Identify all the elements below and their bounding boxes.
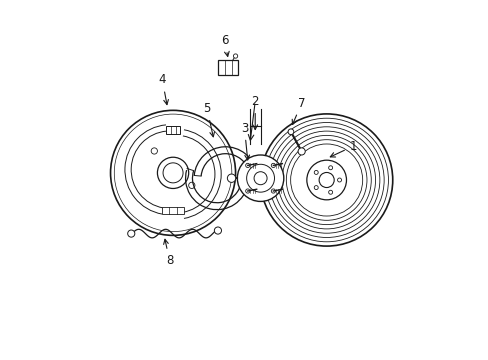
Text: 7: 7 <box>292 97 305 125</box>
Circle shape <box>127 230 135 237</box>
Circle shape <box>214 227 221 234</box>
Text: 1: 1 <box>329 140 356 157</box>
Text: 4: 4 <box>158 73 168 105</box>
Bar <box>165 126 180 134</box>
Text: 6: 6 <box>221 34 229 57</box>
Bar <box>218 60 238 75</box>
Circle shape <box>260 114 392 246</box>
Circle shape <box>157 157 188 189</box>
Circle shape <box>110 111 235 235</box>
Circle shape <box>227 174 235 183</box>
Circle shape <box>287 129 293 135</box>
Circle shape <box>237 155 283 202</box>
Bar <box>162 207 184 214</box>
Circle shape <box>306 160 346 200</box>
Text: 2: 2 <box>251 95 259 130</box>
Text: 8: 8 <box>163 239 173 267</box>
Text: 5: 5 <box>203 102 214 137</box>
Circle shape <box>254 172 266 185</box>
Circle shape <box>233 54 237 58</box>
Circle shape <box>298 148 305 155</box>
Text: 3: 3 <box>240 122 249 160</box>
